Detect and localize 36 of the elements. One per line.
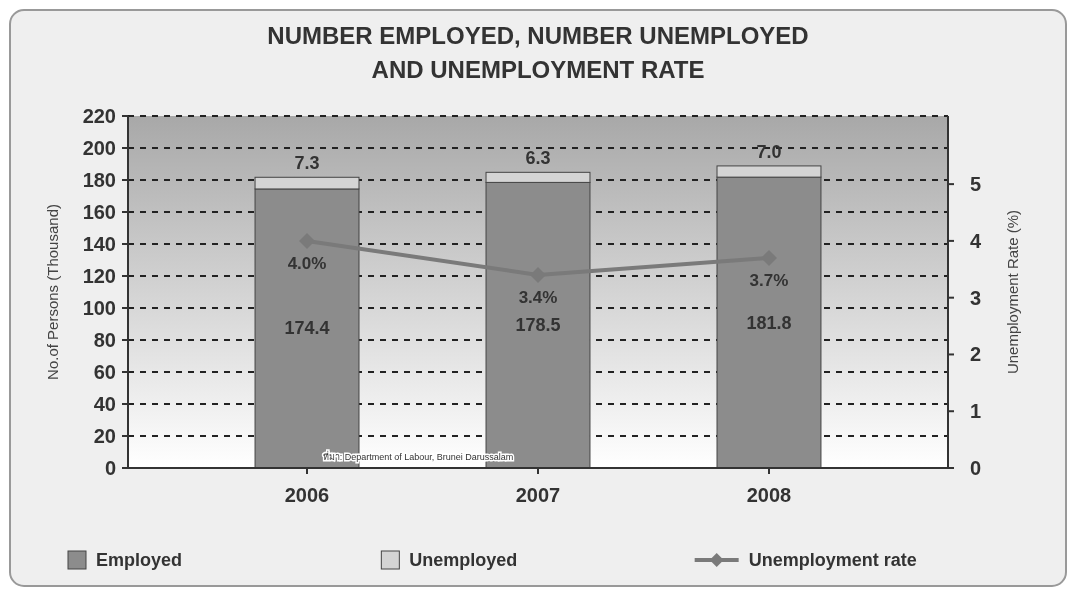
y-tick-label: 140 — [82, 233, 116, 255]
y-tick-label: 180 — [82, 169, 116, 191]
y-tick-label: 20 — [93, 425, 116, 447]
y-tick-label: 220 — [82, 105, 116, 127]
x-tick-label: 2006 — [284, 484, 330, 506]
y-tick-label: 120 — [82, 265, 116, 287]
y2-tick-label: 5 — [970, 173, 982, 196]
y2-tick-label: 2 — [970, 343, 982, 366]
y-axis-title: No.of Persons (Thousand) — [44, 204, 61, 380]
y-tick-label: 40 — [93, 393, 116, 415]
data-label: 181.8 — [746, 312, 792, 333]
data-label: 174.4 — [284, 318, 330, 339]
y-tick-label: 100 — [82, 297, 116, 319]
data-label: 178.5 — [515, 315, 561, 336]
y-tick-label: 60 — [93, 361, 116, 383]
y2-tick-label: 3 — [970, 286, 982, 309]
y2-tick-label: 0 — [970, 457, 982, 479]
data-label: 7.3 — [294, 153, 320, 174]
y2-tick-label: 1 — [970, 400, 982, 423]
legend-label: Employed — [96, 550, 183, 571]
y2-tick-label: 4 — [970, 229, 982, 252]
data-label: 7.0 — [756, 141, 782, 162]
y2-axis-title: Unemployment Rate (%) — [1004, 209, 1021, 375]
y-tick-label: 200 — [82, 137, 116, 159]
legend-label: Unemployment rate — [748, 550, 917, 571]
chart-title: NUMBER EMPLOYED, NUMBER UNEMPLOYED AND UNEMPLOYMENT RATE — [267, 22, 809, 83]
x-tick-label: 2007 — [515, 484, 561, 506]
legend-label: Unemployed — [409, 550, 518, 571]
data-label: 4.0% — [287, 253, 327, 273]
y-tick-label: 80 — [93, 329, 116, 351]
y-tick-label: 0 — [104, 457, 116, 479]
data-label: 3.4% — [518, 287, 558, 307]
data-label: 3.7% — [749, 270, 789, 290]
y-tick-label: 160 — [82, 201, 116, 223]
data-label: 6.3 — [525, 148, 551, 169]
x-tick-label: 2008 — [746, 484, 792, 506]
